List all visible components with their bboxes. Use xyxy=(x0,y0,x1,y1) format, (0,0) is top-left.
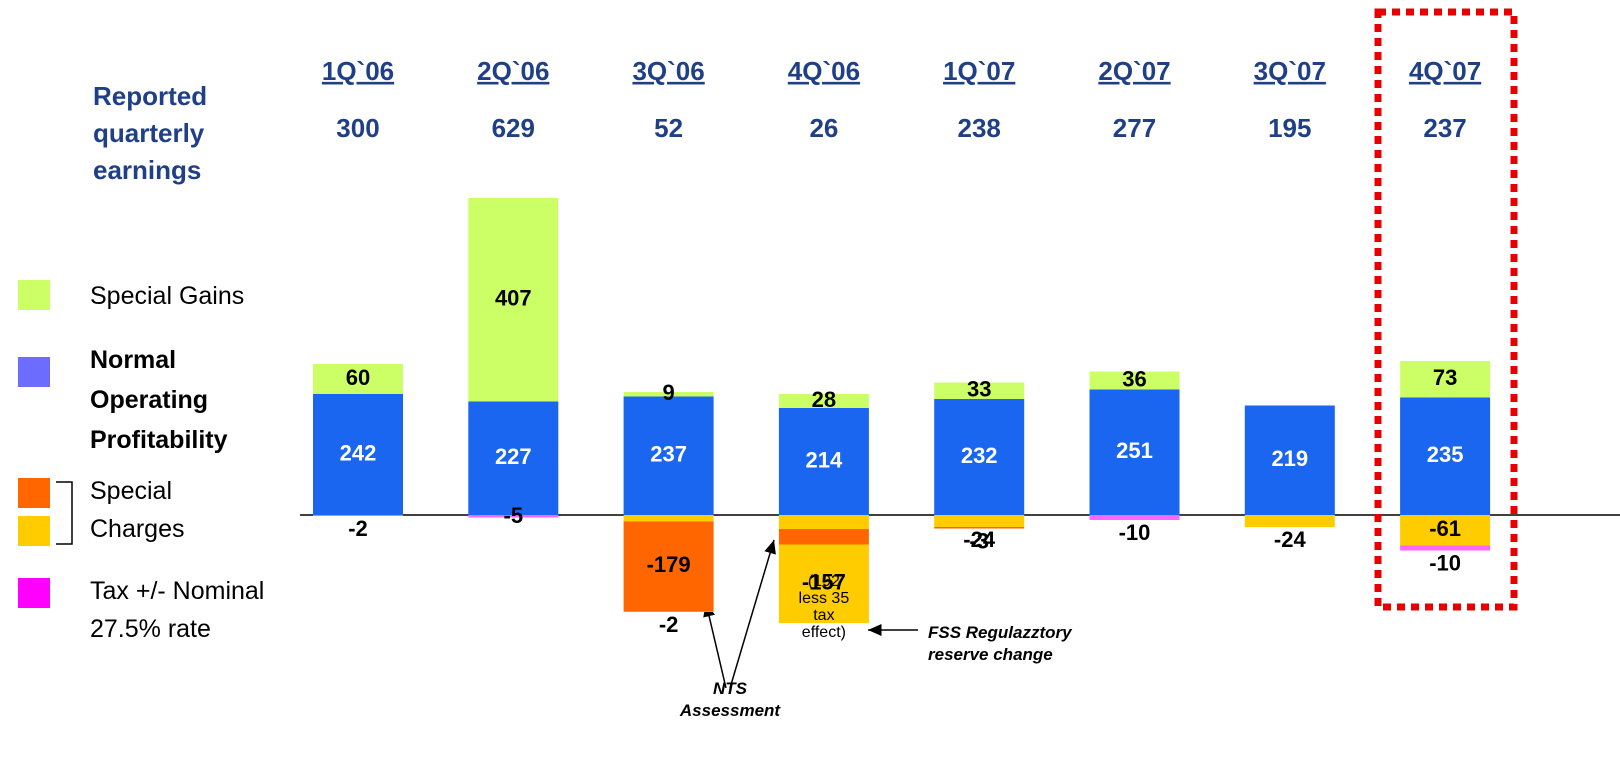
reported-value: 237 xyxy=(1423,113,1466,143)
value-label: -157 xyxy=(802,570,846,595)
bar-segment xyxy=(313,394,403,515)
category-label: 4Q`06 xyxy=(788,56,860,86)
bar-segment xyxy=(778,408,869,515)
value-label: 227 xyxy=(495,444,532,469)
legend-swatch xyxy=(18,578,50,608)
legend-swatch xyxy=(18,357,50,387)
value-label: 28 xyxy=(812,387,836,412)
value-label: 33 xyxy=(967,377,991,402)
value-label: -2 xyxy=(348,516,368,541)
bar-segment xyxy=(313,515,403,516)
legend-swatch xyxy=(18,280,50,310)
reported-value: 238 xyxy=(958,113,1001,143)
reported-value: 300 xyxy=(336,113,379,143)
legend-label: Special Gains xyxy=(90,282,245,310)
value-label: -24 xyxy=(963,527,996,552)
reported-value: 629 xyxy=(492,113,535,143)
bar-segment xyxy=(468,515,559,518)
reported-value: 52 xyxy=(654,113,683,143)
bar-segment xyxy=(778,529,869,545)
legend-swatch xyxy=(18,478,50,508)
category-label: 1Q`06 xyxy=(322,56,394,86)
bar-segment xyxy=(623,392,714,397)
value-label: -179 xyxy=(647,552,691,577)
category-label: 2Q`07 xyxy=(1098,56,1170,86)
value-label: 251 xyxy=(1116,438,1153,463)
bar-segment xyxy=(623,611,714,612)
legend-label: Tax +/- Nominal 27.5% rate xyxy=(90,577,265,643)
category-label: 3Q`06 xyxy=(632,56,704,86)
value-label: -10 xyxy=(1429,550,1461,575)
category-label: 3Q`07 xyxy=(1254,56,1326,86)
value-label: 9 xyxy=(662,380,674,405)
arrow xyxy=(703,602,727,689)
arrow xyxy=(729,539,776,689)
bar-segment xyxy=(1244,515,1335,527)
value-label: -3 xyxy=(969,528,989,553)
row-label: Reported quarterly earnings xyxy=(93,81,208,185)
value-label: 36 xyxy=(1122,366,1146,391)
legend-bracket xyxy=(56,481,73,545)
highlight-box xyxy=(1374,8,1518,611)
bar-segment xyxy=(1089,389,1180,515)
category-label: 4Q`07 xyxy=(1409,56,1481,86)
bar-segment xyxy=(934,515,1025,527)
value-label: 219 xyxy=(1271,446,1308,471)
bar-segment xyxy=(623,521,714,611)
value-label: 407 xyxy=(495,286,532,311)
legend-label: Normal Operating Profitability xyxy=(90,346,228,454)
bar-segment xyxy=(1089,371,1180,390)
value-label: 235 xyxy=(1427,442,1464,467)
bar-segment xyxy=(1400,361,1491,398)
bar-segment xyxy=(623,515,714,522)
value-label: -24 xyxy=(1274,527,1307,552)
annotation: NTS Assessment xyxy=(679,679,781,720)
bar-segment xyxy=(934,399,1025,515)
bar-segment xyxy=(623,396,714,515)
legend-swatch xyxy=(18,516,50,546)
value-label: 60 xyxy=(346,365,370,390)
bar-segment xyxy=(778,515,869,529)
value-label: -5 xyxy=(504,503,524,528)
reported-value: 195 xyxy=(1268,113,1311,143)
bar-segment xyxy=(313,364,403,394)
value-label: 237 xyxy=(650,442,687,467)
bar-segment xyxy=(934,527,1025,529)
value-label: 73 xyxy=(1433,365,1457,390)
bar-segment xyxy=(1400,397,1491,515)
bar-segment xyxy=(1400,545,1491,551)
value-label: -10 xyxy=(1119,520,1151,545)
value-label: 242 xyxy=(340,440,377,465)
value-label: 232 xyxy=(961,443,998,468)
bar-segment xyxy=(1244,405,1335,515)
category-label: 1Q`07 xyxy=(943,56,1015,86)
bar-segment xyxy=(468,198,559,402)
bar-segment xyxy=(468,401,559,515)
bar-segment xyxy=(1089,515,1180,520)
legend-label: Special Charges xyxy=(90,477,185,543)
annotation: (192 less 35 tax effect) xyxy=(798,572,850,641)
reported-value: 26 xyxy=(809,113,838,143)
reported-value: 277 xyxy=(1113,113,1156,143)
value-label: -61 xyxy=(1429,516,1461,541)
annotation: FSS Regulazztory reserve change xyxy=(928,623,1072,664)
value-label: 214 xyxy=(806,447,843,472)
value-label: -2 xyxy=(659,612,679,637)
bar-segment xyxy=(934,382,1025,399)
bar-segment xyxy=(778,544,869,623)
bar-segment xyxy=(778,394,869,408)
category-label: 2Q`06 xyxy=(477,56,549,86)
bar-segment xyxy=(1400,515,1491,546)
